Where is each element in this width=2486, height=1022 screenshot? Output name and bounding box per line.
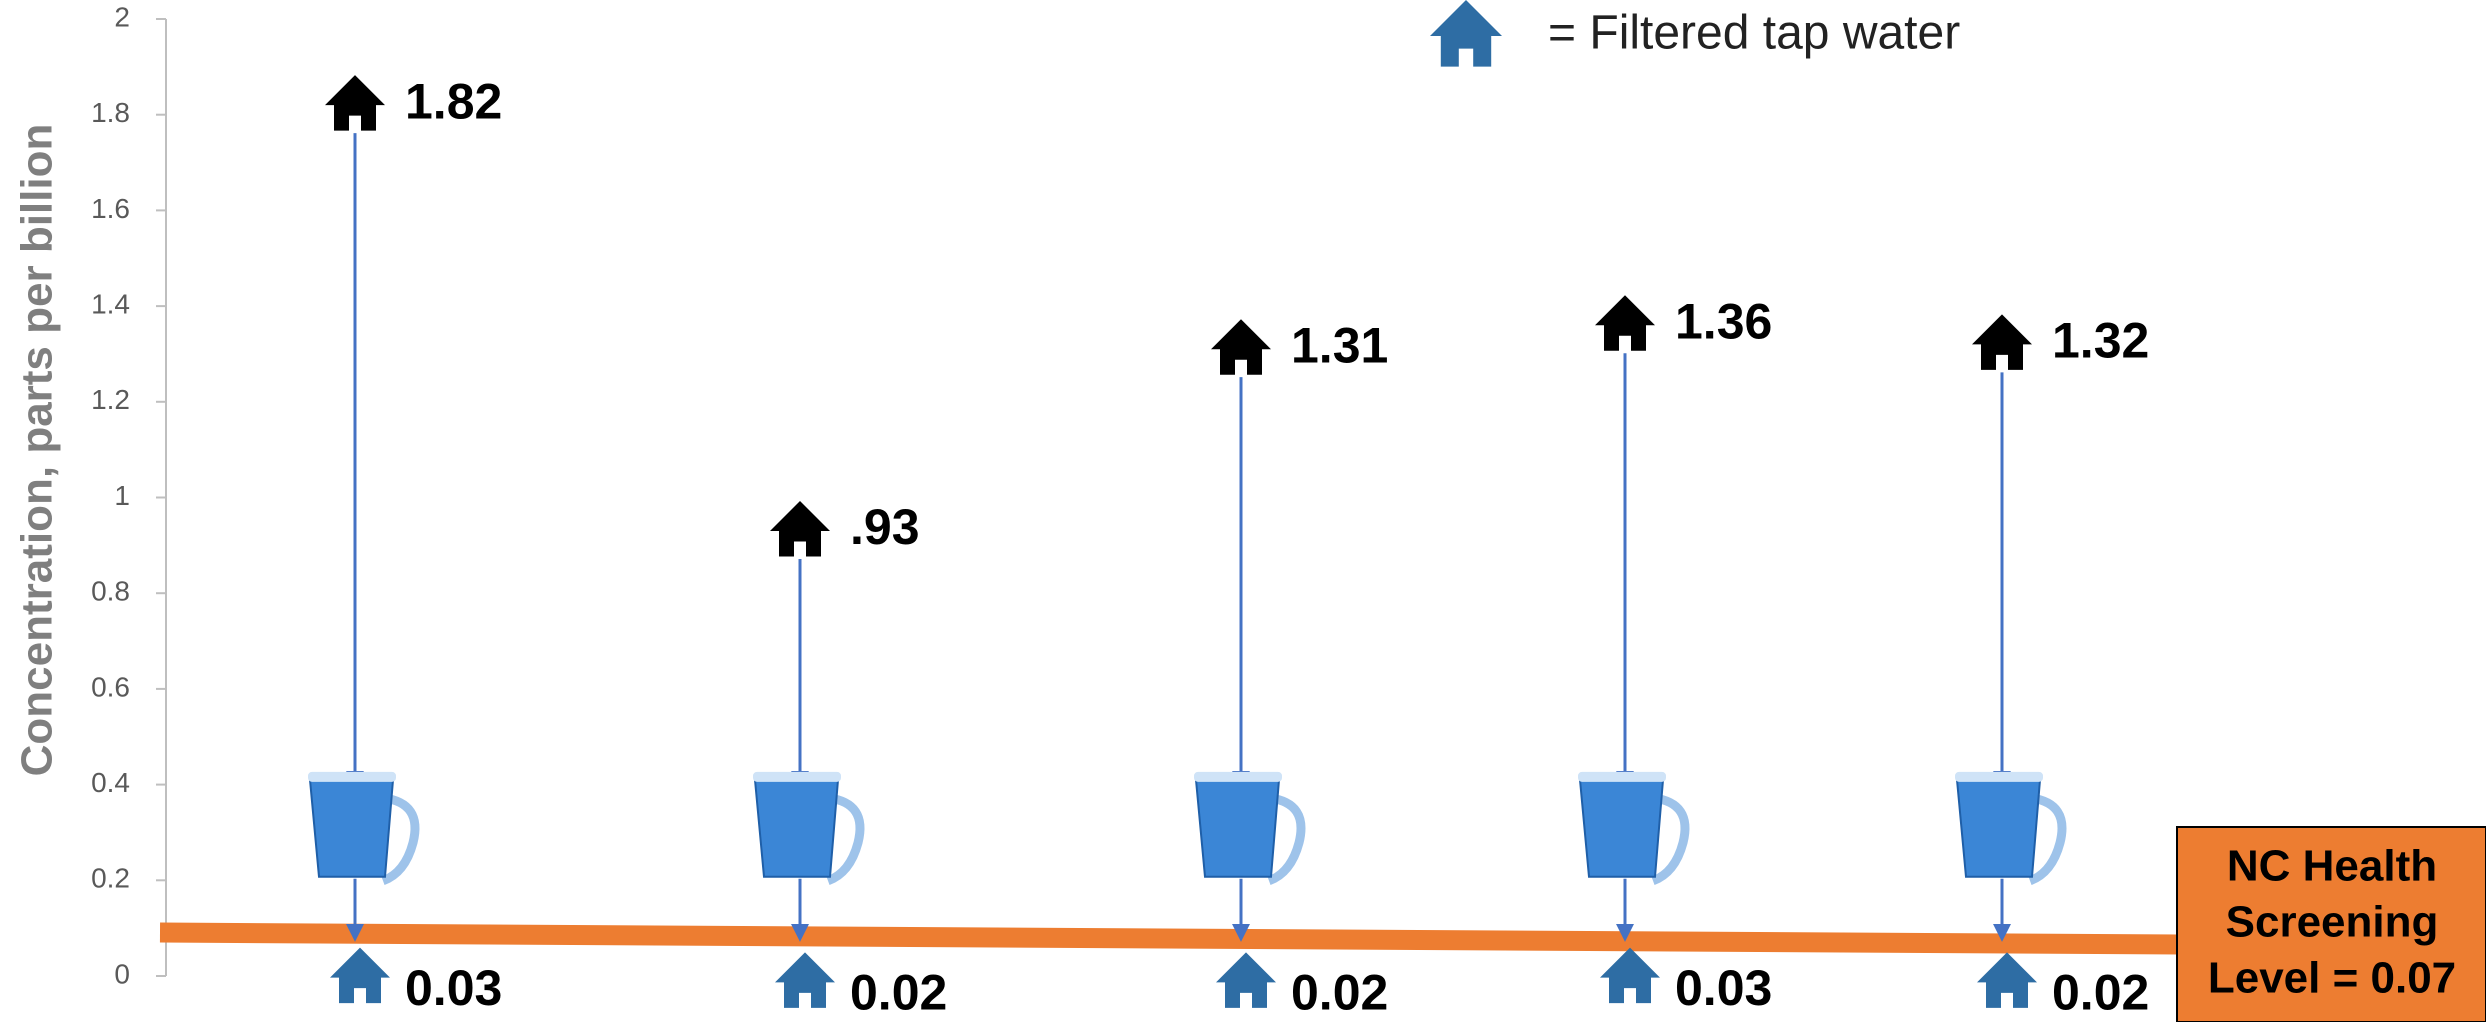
screening-label: Level = 0.07 [2208,954,2456,1003]
pitcher-handle [826,793,865,886]
filtered-marker [775,952,835,1008]
pitcher-body [1194,778,1281,878]
screening-label: NC Health [2227,842,2437,891]
screening-line [159,922,2181,955]
unfiltered-marker [1211,319,1271,375]
filtered-value-label: 0.02 [1291,965,1388,1021]
screening-box [2176,826,2486,1022]
pitcher-body [1578,778,1665,878]
pitcher-lid [753,771,841,782]
pitcher [308,771,420,886]
y-tick-label: 0.6 [91,671,130,702]
pitcher-body [308,778,395,878]
unfiltered-value-label: 1.82 [405,73,502,129]
legend-icon [1430,0,1502,67]
filtered-value-label: 0.02 [2052,965,2149,1021]
pitcher-lid [1955,771,2043,782]
pitcher-handle [381,793,420,886]
unfiltered-value-label: .93 [850,499,920,555]
y-tick-label: 2 [114,1,130,32]
pitcher [1194,771,1306,886]
pitcher [753,771,865,886]
filtered-marker [1977,952,2037,1008]
pitcher-handle [1267,793,1306,886]
unfiltered-value-label: 1.36 [1675,293,1772,349]
y-axis-label: Concentration, parts per billion [13,124,62,777]
legend-label: = Filtered tap water [1548,7,1960,60]
filtered-marker [330,947,390,1004]
filtered-value-label: 0.03 [1675,960,1772,1016]
filtered-marker [1216,952,1276,1008]
pitcher-lid [1194,771,1282,782]
y-tick-label: 1.6 [91,193,130,224]
unfiltered-value-label: 1.31 [1291,317,1388,373]
pitcher-body [1955,778,2042,878]
screening-label: Screening [2226,898,2439,947]
filtered-marker [1600,947,1660,1004]
unfiltered-marker [1972,314,2032,370]
y-tick-label: 1.2 [91,384,130,415]
y-tick-label: 0 [114,958,130,989]
pitcher-lid [308,771,396,782]
y-tick-label: 0.4 [91,767,130,798]
pitcher-body [753,778,840,878]
unfiltered-marker [770,501,830,557]
pitcher-lid [1578,771,1666,782]
y-tick-label: 1 [114,480,130,511]
filtered-value-label: 0.03 [405,960,502,1016]
y-tick-label: 0.2 [91,863,130,894]
filtered-value-label: 0.02 [850,965,947,1021]
pitcher [1578,771,1690,886]
pitcher-handle [1651,793,1690,886]
y-tick-label: 1.4 [91,288,130,319]
y-tick-label: 1.8 [91,97,130,128]
unfiltered-marker [325,75,385,131]
y-tick-label: 0.8 [91,576,130,607]
unfiltered-marker [1595,295,1655,351]
unfiltered-value-label: 1.32 [2052,313,2149,369]
pitcher-handle [2028,793,2067,886]
pitcher [1955,771,2067,886]
